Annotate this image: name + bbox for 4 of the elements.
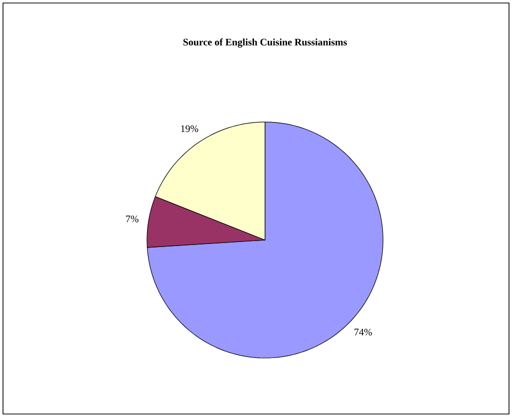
data-label: 7% xyxy=(126,216,138,222)
data-label: 19% xyxy=(181,125,198,132)
data-label: 74% xyxy=(354,328,372,336)
chart-title: Source of English Cuisine Russianisms xyxy=(183,38,347,48)
